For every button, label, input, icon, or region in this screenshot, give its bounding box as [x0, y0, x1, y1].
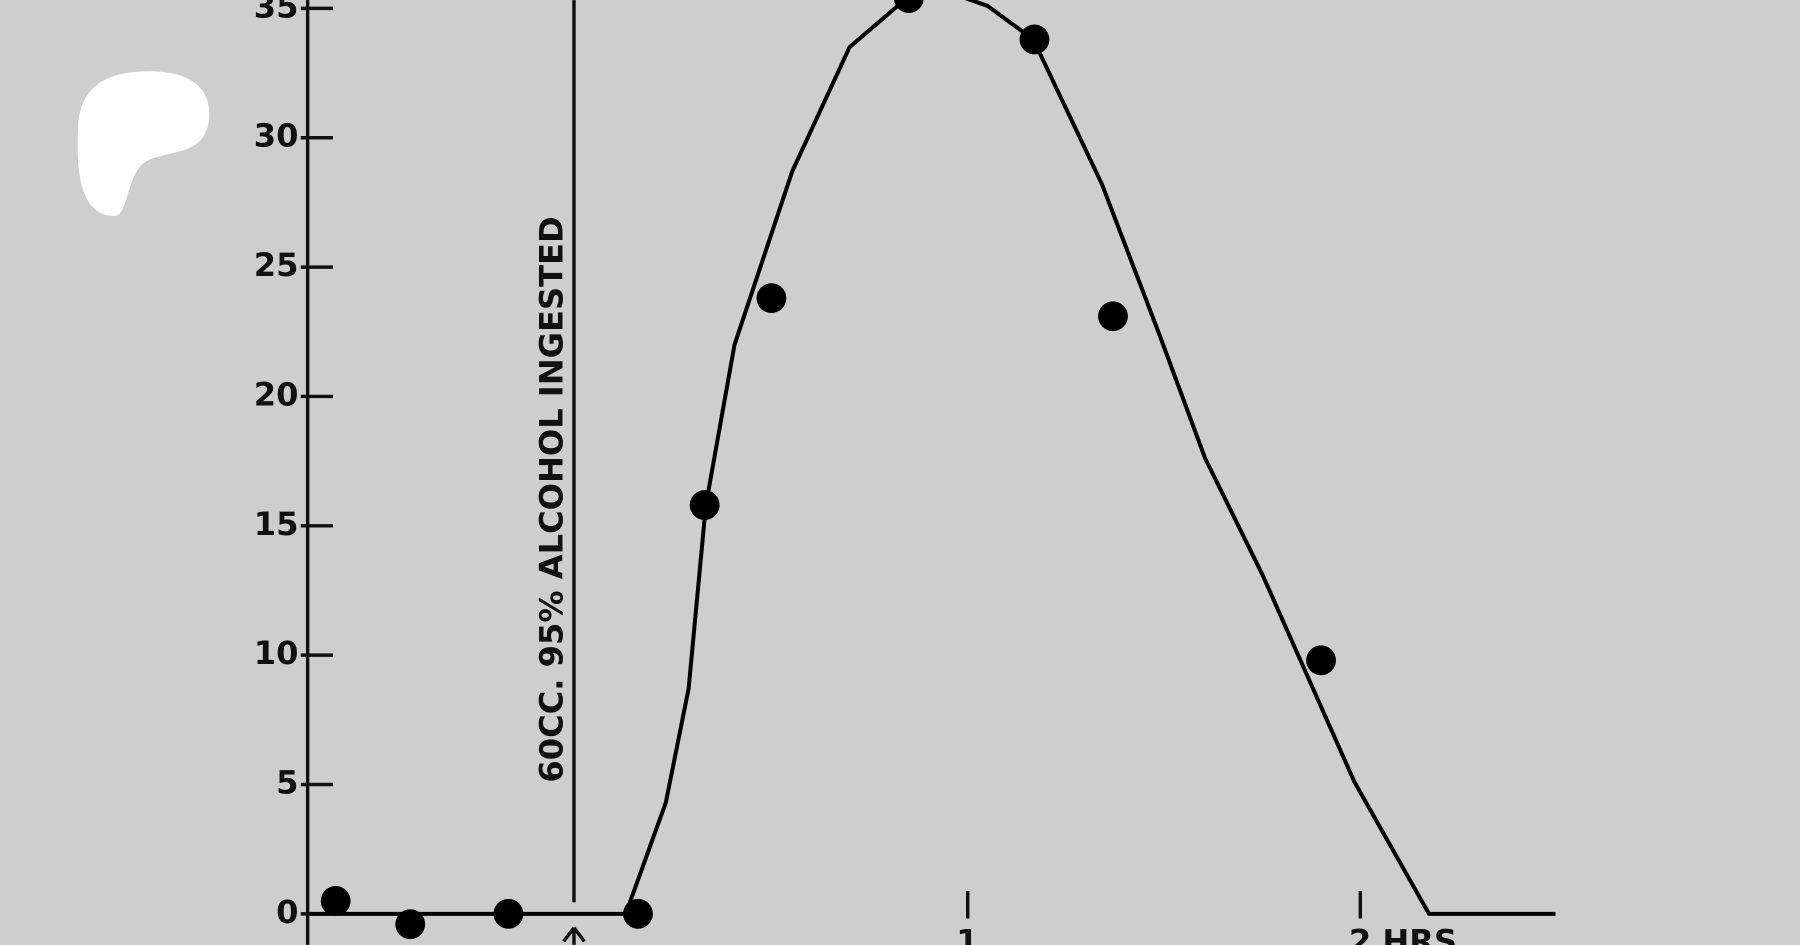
y-tick-label: 5: [276, 763, 298, 801]
curve: [310, 0, 1556, 916]
y-tick-label: 30: [254, 117, 299, 155]
data-point: [1098, 301, 1128, 332]
data-point: [320, 885, 351, 916]
y-tick-label: 15: [254, 505, 299, 543]
y-tick-label: 35: [254, 0, 299, 25]
y-tick-label: 10: [254, 634, 299, 672]
y-tick-label: 0: [276, 893, 298, 931]
data-point: [756, 283, 787, 314]
y-tick-label: 25: [254, 246, 299, 284]
ingestion-arrow: [562, 926, 586, 945]
y-tick-label: 20: [254, 375, 299, 413]
logo-blob: [77, 71, 210, 216]
data-point: [395, 909, 426, 940]
data-point: [1306, 645, 1336, 676]
annotation: 60CC. 95% ALCOHOL INGESTED: [532, 216, 570, 782]
x-tick-label: 1: [956, 923, 978, 945]
x-tick-label: 2 HRS: [1349, 923, 1457, 945]
